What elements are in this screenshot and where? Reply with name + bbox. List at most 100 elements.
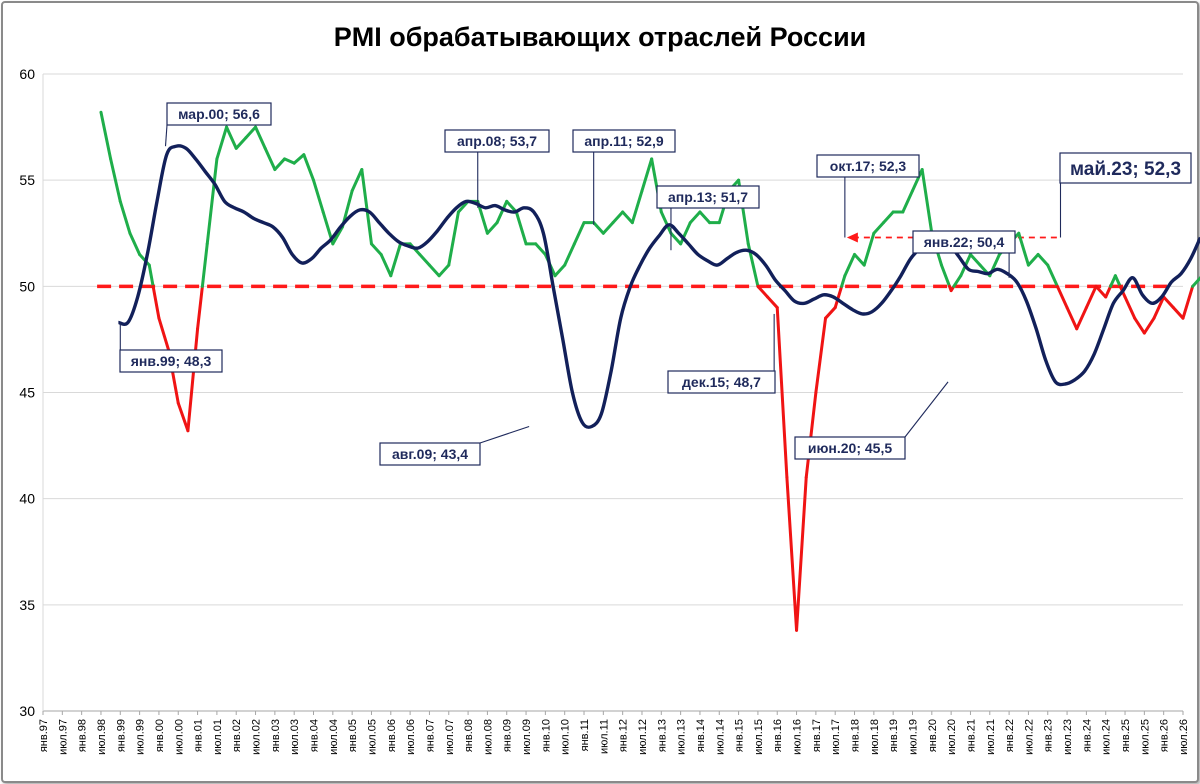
x-tick-label: янв.09	[502, 719, 514, 752]
pmi-segment-above	[234, 136, 248, 150]
pmi-segment-above	[611, 210, 625, 225]
pmi-segment-above	[1017, 231, 1030, 267]
series-layer	[99, 110, 1200, 632]
reference-arrowhead	[846, 232, 858, 243]
y-tick-label: 60	[19, 66, 35, 82]
pmi-segment-above	[437, 263, 451, 278]
pmi-segment-below	[814, 316, 828, 394]
annotation-box	[119, 349, 223, 373]
annotation-box	[656, 185, 760, 209]
pmi-segment-above	[862, 231, 876, 267]
pmi-segment-above	[853, 252, 866, 267]
x-tick-label: янв.05	[347, 719, 359, 752]
x-tick-label: янв.20	[927, 719, 939, 752]
pmi-segment-below	[1084, 284, 1098, 310]
annotation-leader	[904, 381, 949, 438]
pmi-segment-above	[882, 210, 895, 225]
pmi-segment-above	[514, 210, 528, 246]
grid-layer	[43, 73, 1183, 606]
pmi-segment-above	[495, 199, 509, 225]
pmi-segment-below	[1094, 284, 1108, 299]
pmi-segment-above	[283, 157, 296, 165]
annotation-label: апр.13; 51,7	[668, 189, 748, 205]
annotation-box	[379, 442, 481, 466]
x-tick-label: июл.06	[405, 719, 417, 755]
pmi-segment-below	[1104, 284, 1113, 299]
pmi-segment-above	[263, 146, 277, 172]
pmi-segment-below	[1065, 306, 1079, 331]
x-tick-label: янв.03	[270, 719, 282, 752]
x-tick-label: июл.99	[135, 719, 147, 755]
annotation-box	[794, 436, 906, 460]
x-tick-label: янв.99	[115, 719, 127, 752]
pmi-segment-above	[138, 252, 151, 267]
pmi-segment-above	[244, 125, 258, 140]
pmi-segment-above	[128, 231, 142, 256]
x-tick-label: июл.16	[792, 719, 804, 755]
pmi-segment-above	[379, 252, 393, 278]
annotation-box	[667, 370, 776, 394]
pmi-segment-below	[186, 327, 200, 433]
annotation-label: янв.99; 48,3	[131, 353, 212, 369]
pmi-segment-above	[592, 221, 605, 235]
pmi-segment-above	[621, 210, 634, 225]
x-tick-label: июл.23	[1062, 719, 1074, 755]
pmi-segment-below	[1152, 295, 1166, 320]
x-tick-label: янв.02	[231, 719, 243, 752]
x-tick-label: июл.24	[1101, 719, 1113, 755]
annotation-box	[912, 230, 1016, 254]
pmi-segment-above	[910, 168, 924, 193]
x-tick-label: янв.06	[386, 719, 398, 752]
x-tick-label: янв.10	[540, 719, 552, 752]
x-tick-label: июл.26	[1178, 719, 1190, 755]
pmi-segment-above	[563, 242, 576, 267]
y-tick-label: 50	[19, 278, 35, 294]
pmi-segment-above	[640, 157, 654, 193]
x-tick-label: янв.14	[695, 719, 707, 752]
pmi-segment-above	[601, 221, 615, 235]
x-tick-label: июл.17	[830, 719, 842, 755]
x-tick-label: июл.01	[212, 719, 224, 755]
pmi-segment-above	[698, 210, 712, 225]
x-tick-label: янв.15	[734, 719, 746, 752]
x-tick-label: июл.98	[96, 719, 108, 755]
pmi-segment-below	[785, 475, 799, 632]
annotation-label: апр.11; 52,9	[584, 133, 663, 149]
annotation-label: дек.15; 48,7	[682, 374, 761, 390]
pmi-segment-above	[350, 168, 364, 193]
pmi-segment-above	[1191, 276, 1200, 288]
x-tick-label: янв.21	[965, 719, 977, 752]
pmi-segment-above	[360, 168, 373, 246]
pmi-segment-below	[1055, 284, 1069, 310]
pmi-segment-above	[920, 168, 934, 235]
pmi-segment-above	[952, 274, 963, 288]
pmi-segment-above	[630, 189, 644, 225]
pmi-segment-below	[1133, 316, 1146, 335]
x-tick-label: янв.22	[1004, 719, 1016, 752]
annotation-leader	[479, 425, 530, 444]
pmi-segment-above	[331, 225, 344, 246]
x-tick-label: янв.26	[1159, 719, 1171, 752]
x-tick-label: янв.13	[656, 719, 668, 752]
pmi-segment-above	[485, 221, 499, 235]
pmi-segment-below	[1142, 316, 1156, 335]
axis-layer: 30 35 40 45 50 55 60 янв.97 июл.97 янв.98 июл.98 ян…	[19, 66, 1190, 755]
pmi-segment-below	[196, 284, 204, 331]
x-tick-label: июл.10	[560, 719, 572, 755]
pmi-segment-above	[843, 252, 857, 278]
x-tick-label: янв.18	[850, 719, 862, 752]
pmi-segment-above	[292, 153, 306, 165]
pmi-segment-below	[795, 475, 808, 632]
annotation-box	[166, 102, 272, 126]
pmi-segment-above	[99, 110, 113, 161]
x-tick-label: янв.24	[1081, 719, 1093, 752]
pmi-segment-below	[804, 391, 818, 479]
x-tick-label: янв.23	[1043, 719, 1055, 752]
pmi-segment-above	[302, 153, 316, 182]
pmi-segment-above	[1026, 252, 1040, 267]
annotation-box	[816, 154, 920, 178]
x-tick-label: июл.02	[251, 719, 263, 755]
annotation-label: авг.09; 43,4	[392, 446, 468, 462]
x-tick-label: июл.14	[714, 719, 726, 755]
pmi-segment-above	[273, 157, 287, 172]
